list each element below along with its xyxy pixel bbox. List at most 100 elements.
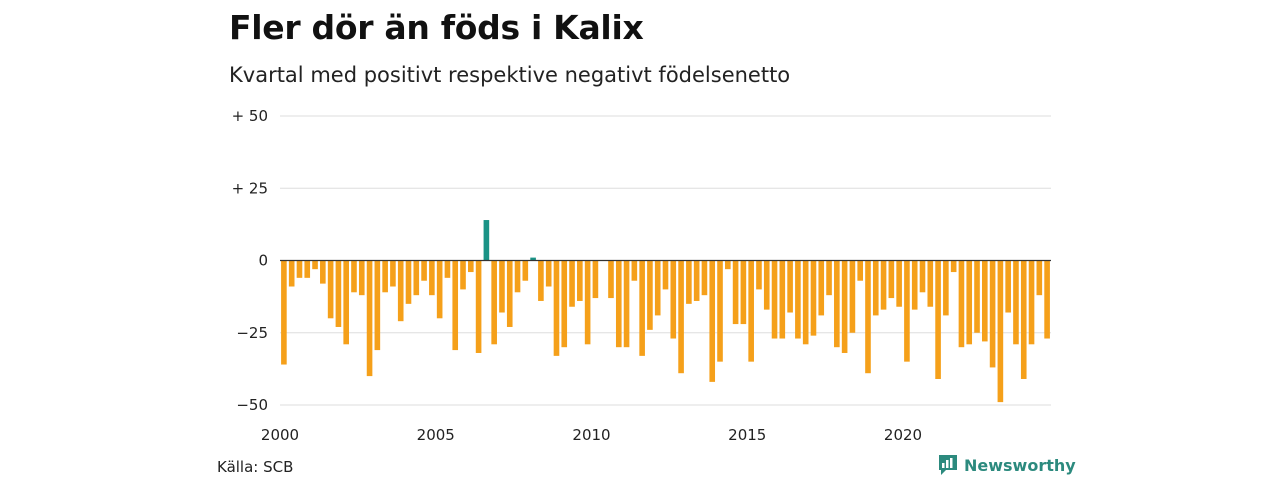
chart-subtitle: Kvartal med positivt respektive negativt… xyxy=(229,63,791,87)
bar xyxy=(397,260,404,322)
bar xyxy=(491,260,497,345)
bar xyxy=(795,260,801,339)
bar xyxy=(647,260,653,330)
bar xyxy=(748,260,754,362)
bar xyxy=(872,260,879,316)
bar xyxy=(919,260,926,293)
bar xyxy=(343,260,349,345)
brand-name: Newsworthy xyxy=(964,455,1076,475)
bar xyxy=(475,260,482,353)
y-tick-label: + 50 xyxy=(232,107,268,125)
bar xyxy=(670,260,677,339)
bar xyxy=(436,260,443,319)
bar xyxy=(506,260,513,327)
bar xyxy=(296,260,303,278)
bar xyxy=(1036,260,1043,296)
newsworthy-logo-icon xyxy=(939,455,957,475)
bar xyxy=(545,260,552,287)
bar xyxy=(1044,260,1050,339)
bar xyxy=(849,260,856,333)
bar xyxy=(678,260,684,374)
bar xyxy=(553,260,560,356)
bar xyxy=(499,260,505,313)
bar xyxy=(693,260,700,301)
bar xyxy=(320,260,326,284)
x-axis-ticks: 2000 2005 2010 2015 2020 xyxy=(261,426,922,444)
bar xyxy=(382,260,388,293)
y-tick-label: −50 xyxy=(236,396,268,414)
bar xyxy=(958,260,965,348)
bar xyxy=(530,257,536,261)
bar xyxy=(522,260,529,281)
y-tick-label: + 25 xyxy=(232,179,268,197)
x-tick-label: 2020 xyxy=(884,426,922,444)
bar xyxy=(351,260,357,293)
bar xyxy=(865,260,871,374)
bar xyxy=(709,260,716,382)
bar xyxy=(1028,260,1035,345)
bar xyxy=(608,260,614,299)
y-axis-ticks: + 50 + 25 0 −25 −50 xyxy=(232,107,268,414)
bar xyxy=(444,260,451,278)
bar xyxy=(405,260,412,304)
chart-title: Fler dör än föds i Kalix xyxy=(229,8,644,47)
bar xyxy=(904,260,910,362)
bar xyxy=(615,260,622,348)
bar xyxy=(592,260,599,299)
bar xyxy=(756,260,762,290)
source-note: Källa: SCB xyxy=(217,458,294,476)
bar xyxy=(468,260,474,273)
bar xyxy=(1013,260,1019,345)
bar xyxy=(1020,260,1027,379)
bar xyxy=(989,260,996,368)
y-tick-label: −25 xyxy=(236,324,268,342)
bar xyxy=(631,260,638,281)
bar xyxy=(390,260,396,287)
bar xyxy=(561,260,568,348)
bar xyxy=(779,260,786,339)
bar xyxy=(802,260,809,345)
bar xyxy=(577,260,583,301)
bar xyxy=(880,260,887,310)
bar xyxy=(888,260,895,299)
bar xyxy=(966,260,973,345)
bar xyxy=(623,260,630,348)
bar xyxy=(538,260,544,301)
bar xyxy=(288,260,295,287)
bar xyxy=(701,260,708,296)
bar xyxy=(935,260,941,379)
bar xyxy=(1005,260,1011,313)
bar xyxy=(857,260,863,281)
x-tick-label: 2015 xyxy=(728,426,766,444)
bar xyxy=(662,260,669,290)
bar xyxy=(732,260,739,325)
bar xyxy=(304,260,311,278)
bar xyxy=(771,260,778,339)
bar xyxy=(826,260,832,296)
bars xyxy=(281,220,1050,403)
x-tick-label: 2005 xyxy=(417,426,455,444)
bar-chart: + 50 + 25 0 −25 −50 2000 2005 2010 2015 2020 xyxy=(232,107,1051,444)
bar xyxy=(312,260,318,270)
bar xyxy=(810,260,817,336)
bar xyxy=(982,260,988,342)
bar xyxy=(366,260,373,377)
bar xyxy=(717,260,723,362)
bar xyxy=(460,260,466,290)
bar xyxy=(834,260,840,348)
bar xyxy=(927,260,934,307)
gridlines xyxy=(280,115,1051,406)
x-tick-label: 2000 xyxy=(261,426,299,444)
bar xyxy=(911,260,918,310)
bar xyxy=(818,260,825,316)
bar xyxy=(950,260,957,273)
bar xyxy=(421,260,427,281)
bar xyxy=(943,260,949,316)
x-tick-label: 2010 xyxy=(572,426,610,444)
bar xyxy=(327,260,334,319)
bar xyxy=(335,260,342,327)
brand-logo: Newsworthy xyxy=(938,454,1076,476)
bar xyxy=(514,260,521,293)
bar xyxy=(787,260,793,313)
bar xyxy=(639,260,645,356)
